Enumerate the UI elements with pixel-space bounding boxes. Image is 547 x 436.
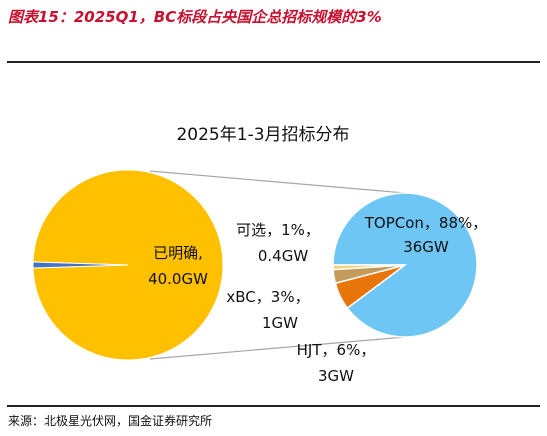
source-note: 来源：北极星光伏网，国金证券研究所 [8, 414, 213, 428]
connector-line-top [149, 170, 406, 194]
main-pie [32, 169, 224, 361]
data-labels: 已明确, 40.0GW TOPCon，88%， 36GW HJT，6%， 3GW xBC，3… [148, 214, 487, 385]
sub-slice-- [332, 264, 406, 271]
top-rule [7, 61, 540, 63]
connector-lines [149, 170, 406, 360]
main-slice-expanded [32, 261, 129, 269]
label-xbc-name: xBC，3%， [226, 288, 309, 306]
label-hjt-name: HJT，6%， [297, 341, 376, 359]
chart-title: 2025年1-3月招标分布 [176, 125, 349, 145]
label-topcon-value: 36GW [403, 238, 449, 256]
label-hjt-value: 3GW [318, 367, 354, 385]
label-topcon-name: TOPCon，88%， [364, 214, 488, 232]
sub-pie [332, 192, 478, 338]
label-optional-value: 0.4GW [258, 247, 308, 265]
label-optional-name: 可选，1%， [236, 221, 320, 239]
label-confirmed-name: 已明确, [153, 244, 203, 262]
main-slice-confirmed [32, 169, 224, 361]
label-confirmed-value: 40.0GW [148, 270, 208, 288]
figure-title: 图表15：2025Q1，BC标段占央国企总招标规模的3% [8, 8, 382, 26]
bottom-rule [7, 405, 540, 407]
connector-line-bottom [149, 336, 406, 360]
label-xbc-value: 1GW [262, 314, 298, 332]
